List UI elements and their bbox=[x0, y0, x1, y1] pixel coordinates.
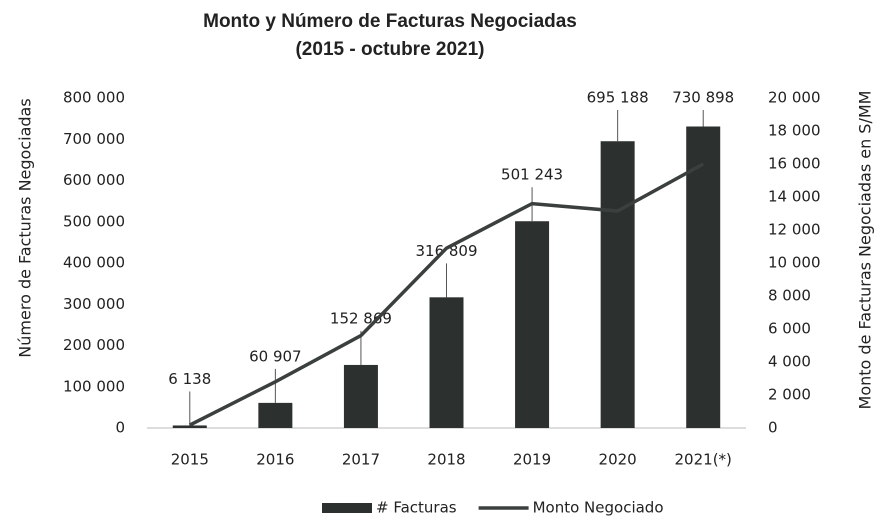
y-tick-label: 400 000 bbox=[63, 254, 125, 272]
legend-label: Monto Negociado bbox=[533, 499, 664, 517]
y-tick-label: 100 000 bbox=[63, 377, 125, 395]
y2-tick-label: 12 000 bbox=[768, 221, 821, 239]
bar bbox=[429, 297, 464, 428]
bar bbox=[600, 141, 635, 428]
x-tick-label: 2015 bbox=[171, 451, 209, 469]
data-label: 152 869 bbox=[330, 309, 392, 327]
data-label: 60 907 bbox=[249, 347, 302, 365]
y-axis-title: Número de Facturas Negociadas bbox=[16, 98, 35, 357]
y2-axis-title: Monto de Facturas Negociadas en S/MM bbox=[856, 91, 875, 410]
bar bbox=[343, 364, 378, 428]
y-tick-label: 0 bbox=[115, 419, 125, 437]
data-label: 316 809 bbox=[415, 242, 477, 260]
bar bbox=[258, 402, 293, 428]
legend-label: # Facturas bbox=[376, 499, 457, 517]
x-tick-label: 2016 bbox=[256, 451, 294, 469]
data-label: 730 898 bbox=[672, 89, 734, 107]
y-tick-label: 300 000 bbox=[63, 295, 125, 313]
y2-tick-label: 14 000 bbox=[768, 188, 821, 206]
chart-subtitle: (2015 - octubre 2021) bbox=[295, 39, 484, 60]
y2-tick-label: 6 000 bbox=[768, 320, 811, 338]
y2-tick-label: 8 000 bbox=[768, 287, 811, 305]
line bbox=[188, 162, 705, 427]
x-tick-label: 2018 bbox=[427, 451, 465, 469]
chart-title: Monto y Número de Facturas Negociadas bbox=[203, 11, 577, 32]
y-tick-label: 200 000 bbox=[63, 336, 125, 354]
x-tick-label: 2019 bbox=[513, 451, 551, 469]
y2-tick-label: 16 000 bbox=[768, 155, 821, 173]
legend-swatch bbox=[322, 503, 372, 513]
y-tick-label: 800 000 bbox=[63, 89, 125, 107]
y-tick-label: 700 000 bbox=[63, 130, 125, 148]
y2-tick-label: 20 000 bbox=[768, 89, 821, 107]
y2-tick-label: 2 000 bbox=[768, 386, 811, 404]
data-label: 501 243 bbox=[501, 166, 563, 184]
y2-tick-label: 4 000 bbox=[768, 353, 811, 371]
data-label: 6 138 bbox=[168, 370, 211, 388]
bar bbox=[686, 126, 721, 428]
x-tick-label: 2017 bbox=[342, 451, 380, 469]
y2-tick-label: 0 bbox=[768, 419, 778, 437]
x-tick-label: 2021(*) bbox=[675, 451, 732, 469]
y-tick-label: 600 000 bbox=[63, 171, 125, 189]
x-tick-label: 2020 bbox=[599, 451, 637, 469]
y-tick-label: 500 000 bbox=[63, 212, 125, 230]
data-label: 695 188 bbox=[587, 89, 649, 107]
y2-tick-label: 18 000 bbox=[768, 122, 821, 140]
y2-tick-label: 10 000 bbox=[768, 254, 821, 272]
bar bbox=[515, 221, 550, 428]
bar bbox=[172, 425, 207, 428]
